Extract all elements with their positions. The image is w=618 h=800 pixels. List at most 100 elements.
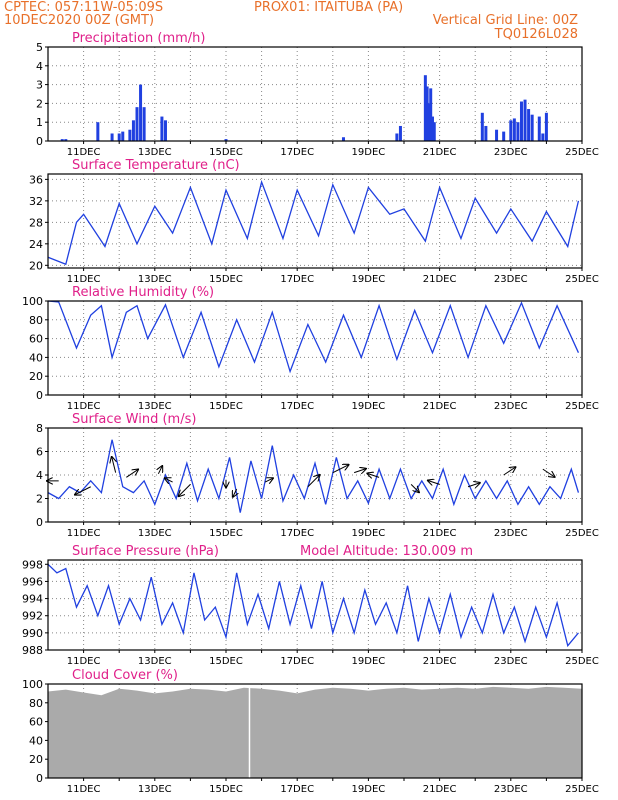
panel-0: Precipitation (mm/h) 0 1 2 3 4 5 11DEC 13DEC 15DE… bbox=[36, 31, 599, 158]
wind-arrow bbox=[467, 483, 480, 487]
wind-arrow bbox=[233, 488, 237, 497]
precip-bar bbox=[427, 103, 431, 141]
precip-bar bbox=[135, 107, 139, 141]
y-tick-label: 60 bbox=[29, 333, 43, 346]
x-tick-label: 25DEC bbox=[565, 528, 599, 539]
panel-title: Cloud Cover (%) bbox=[72, 668, 178, 683]
wind-arrow bbox=[112, 457, 116, 473]
y-tick-label: 994 bbox=[22, 593, 43, 606]
panel-1: Surface Temperature (nC) 20 24 28 32 36 11DEC 1… bbox=[29, 158, 599, 285]
x-tick-label: 15DEC bbox=[209, 528, 243, 539]
precip-bar bbox=[395, 133, 399, 141]
grid bbox=[48, 428, 582, 522]
x-tick-label: 19DEC bbox=[352, 274, 386, 285]
y-tick-label: 0 bbox=[36, 516, 43, 529]
x-tick-label: 17DEC bbox=[280, 147, 314, 158]
y-tick-label: 100 bbox=[22, 295, 43, 308]
wind-arrow bbox=[503, 467, 516, 476]
wind-arrow bbox=[75, 486, 91, 495]
x-tick-label: 19DEC bbox=[352, 528, 386, 539]
precip-bar bbox=[131, 120, 135, 141]
x-tick-label: 21DEC bbox=[423, 147, 457, 158]
series-line bbox=[47, 300, 580, 374]
precip-bar bbox=[110, 133, 114, 141]
x-tick-label: 15DEC bbox=[209, 147, 243, 158]
x-tick-label: 19DEC bbox=[352, 784, 386, 795]
y-tick-label: 0 bbox=[36, 389, 43, 402]
panel-frame bbox=[47, 300, 583, 396]
precip-bar bbox=[480, 112, 484, 141]
x-tick-label: 15DEC bbox=[209, 656, 243, 667]
wind-arrow bbox=[126, 469, 138, 478]
x-tick-label: 23DEC bbox=[494, 656, 528, 667]
y-tick-label: 4 bbox=[36, 469, 43, 482]
panel-title: Surface Pressure (hPa) bbox=[72, 544, 219, 559]
header-station: PROX01: ITAITUBA (PA) bbox=[254, 0, 404, 15]
precip-bar bbox=[398, 125, 402, 141]
precip-bar bbox=[430, 116, 434, 141]
y-tick-label: 6 bbox=[36, 446, 43, 459]
x-tick-label: 13DEC bbox=[138, 528, 172, 539]
y-tick-label: 20 bbox=[29, 259, 43, 272]
x-tick-label: 19DEC bbox=[352, 401, 386, 412]
precip-bar bbox=[512, 118, 516, 141]
y-tick-label: 24 bbox=[29, 238, 43, 251]
wind-arrow bbox=[367, 473, 380, 477]
y-tick-label: 1 bbox=[36, 116, 43, 129]
y-tick-label: 992 bbox=[22, 610, 43, 623]
cloud-area bbox=[48, 686, 582, 778]
x-tick-label: 17DEC bbox=[280, 401, 314, 412]
wind-arrow bbox=[410, 484, 419, 492]
precip-bar bbox=[523, 99, 527, 141]
y-tick-label: 20 bbox=[29, 753, 43, 766]
precip-bar bbox=[541, 133, 545, 141]
header-run-info: CPTEC: 057:11W-05:09S bbox=[4, 0, 164, 15]
x-tick-label: 15DEC bbox=[209, 274, 243, 285]
y-tick-label: 4 bbox=[36, 60, 43, 73]
precip-bar bbox=[142, 107, 146, 141]
y-tick-label: 80 bbox=[29, 314, 43, 327]
y-tick-label: 996 bbox=[22, 575, 43, 588]
x-tick-label: 13DEC bbox=[138, 784, 172, 795]
x-tick-label: 17DEC bbox=[280, 528, 314, 539]
wind-arrow bbox=[542, 468, 555, 477]
y-tick-label: 32 bbox=[29, 195, 43, 208]
precip-bar bbox=[64, 139, 68, 141]
x-tick-label: 23DEC bbox=[494, 528, 528, 539]
y-tick-label: 2 bbox=[36, 97, 43, 110]
y-tick-label: 28 bbox=[29, 216, 43, 229]
series-line bbox=[47, 179, 580, 266]
y-tick-label: 8 bbox=[36, 422, 43, 435]
panel-2: Relative Humidity (%) 0 20 40 60 80 100 11DEC 13… bbox=[22, 285, 599, 412]
grid bbox=[48, 174, 582, 268]
y-tick-label: 60 bbox=[29, 716, 43, 729]
grid bbox=[48, 301, 582, 395]
precip-bar bbox=[530, 114, 534, 141]
x-tick-label: 13DEC bbox=[138, 274, 172, 285]
x-tick-label: 15DEC bbox=[209, 784, 243, 795]
panel-title: Precipitation (mm/h) bbox=[72, 31, 205, 46]
x-tick-label: 11DEC bbox=[67, 784, 101, 795]
x-tick-label: 17DEC bbox=[280, 274, 314, 285]
y-tick-label: 2 bbox=[36, 493, 43, 506]
precip-bar bbox=[60, 139, 64, 141]
header-init-time: 10DEC2020 00Z (GMT) bbox=[4, 13, 155, 28]
x-tick-label: 15DEC bbox=[209, 401, 243, 412]
x-tick-label: 11DEC bbox=[67, 528, 101, 539]
x-tick-label: 23DEC bbox=[494, 147, 528, 158]
panel-frame bbox=[47, 173, 583, 269]
y-tick-label: 5 bbox=[36, 41, 43, 54]
x-tick-label: 21DEC bbox=[423, 656, 457, 667]
series-line bbox=[47, 439, 580, 513]
x-tick-label: 11DEC bbox=[67, 274, 101, 285]
x-tick-label: 25DEC bbox=[565, 784, 599, 795]
wind-arrow bbox=[354, 469, 366, 473]
y-tick-label: 998 bbox=[22, 558, 43, 571]
y-tick-label: 0 bbox=[36, 772, 43, 785]
x-tick-label: 17DEC bbox=[280, 656, 314, 667]
x-tick-label: 13DEC bbox=[138, 401, 172, 412]
y-tick-label: 988 bbox=[22, 644, 43, 657]
panel-5: Cloud Cover (%) 0 20 40 60 80 100 11DEC 13DEC 15D… bbox=[22, 668, 599, 795]
panel-title: Surface Temperature (nC) bbox=[72, 158, 240, 173]
